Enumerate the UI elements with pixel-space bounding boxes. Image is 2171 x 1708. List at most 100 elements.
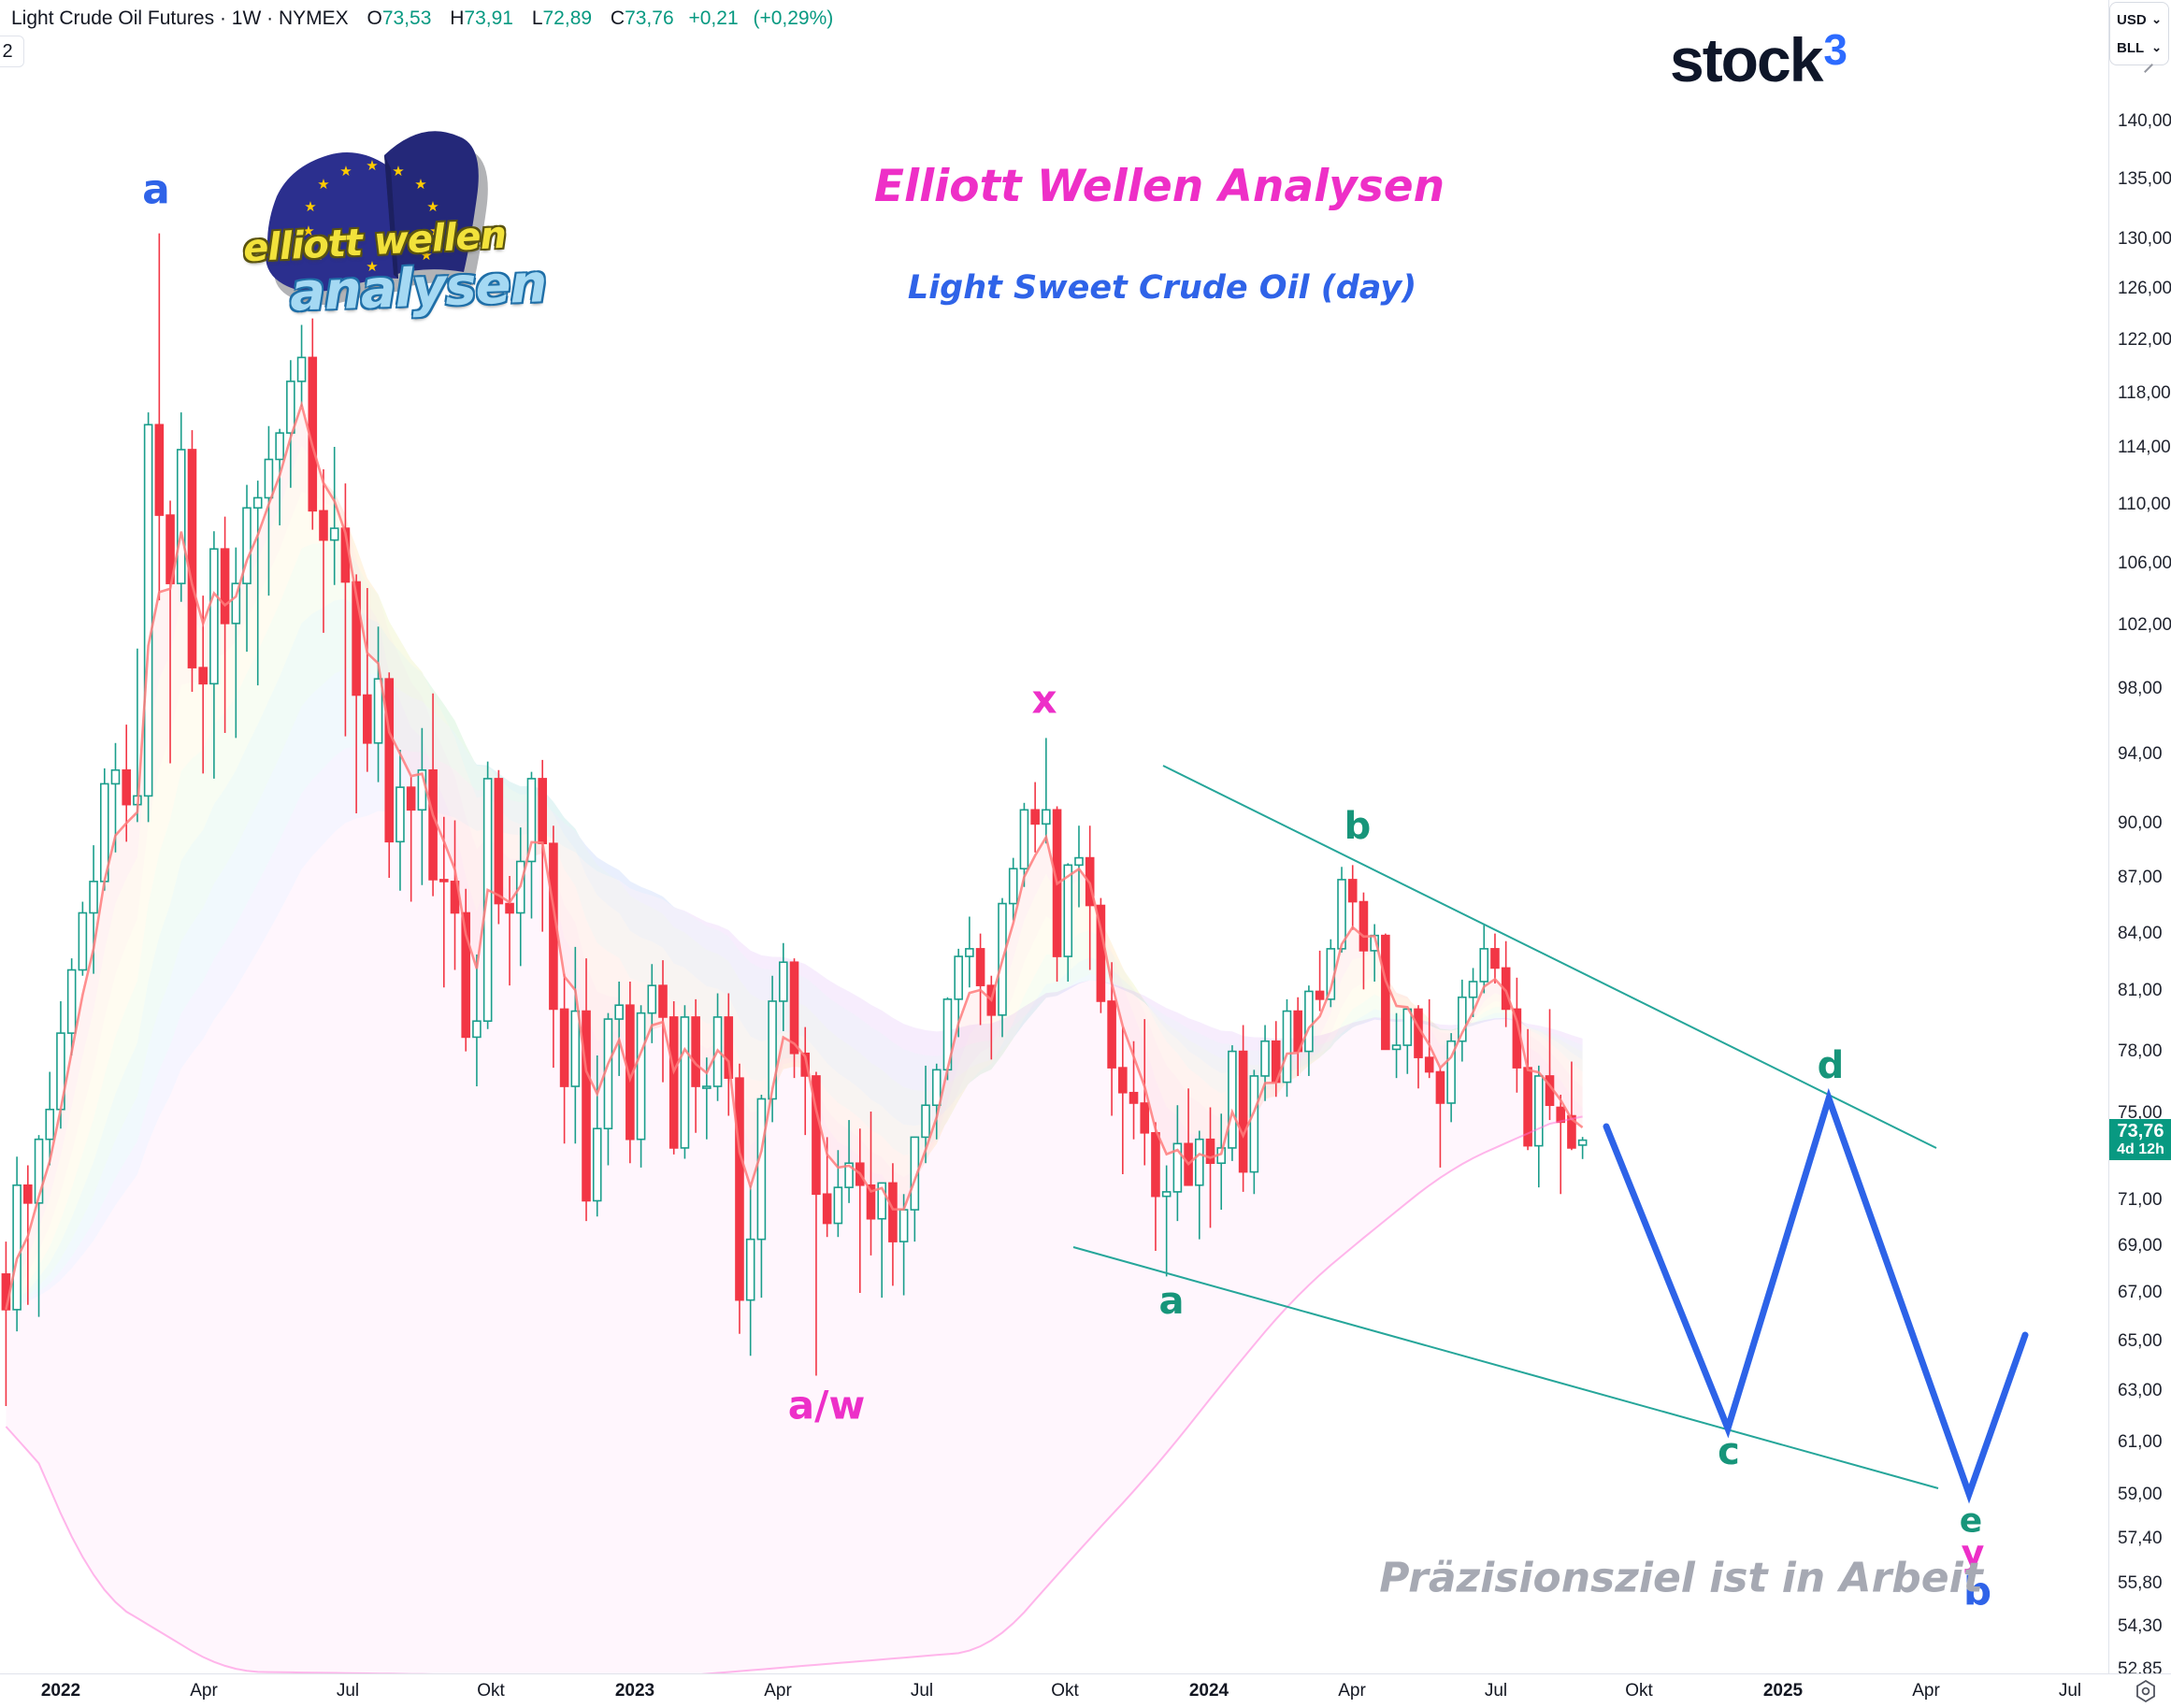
change-value: +0,21	[688, 7, 739, 29]
svg-text:★: ★	[420, 247, 432, 264]
projection-zigzag	[1603, 1087, 2029, 1504]
price-tick: 135,00	[2118, 169, 2171, 190]
svg-text:★: ★	[302, 222, 314, 239]
gear-icon[interactable]	[2134, 1679, 2158, 1703]
chevron-down-icon: ⌄	[2151, 40, 2162, 54]
close-key: C	[610, 7, 625, 29]
wave-label-a[interactable]: a	[142, 165, 170, 214]
legend-separator-2: ·	[266, 7, 279, 29]
price-tick: 90,00	[2118, 813, 2163, 834]
price-tick: 94,00	[2118, 744, 2163, 765]
indicator-count-badge[interactable]: 2	[0, 36, 24, 67]
price-tick: 71,00	[2118, 1190, 2163, 1211]
time-tick-month: Apr	[1338, 1681, 1366, 1701]
price-axis[interactable]: 140,00 135,00 130,00 126,00 122,00 118,00 114,…	[2108, 0, 2171, 1679]
time-tick-month: Apr	[1912, 1681, 1940, 1701]
wave-label-e[interactable]: e	[1959, 1501, 1983, 1541]
wave-label-b[interactable]: b	[1963, 1568, 1992, 1615]
price-tick: 78,00	[2118, 1041, 2163, 1061]
open-value: 73,53	[381, 7, 432, 29]
price-tick: 61,00	[2118, 1431, 2163, 1452]
svg-text:★: ★	[304, 198, 316, 215]
svg-text:★: ★	[366, 157, 378, 174]
price-tick: 75,00	[2118, 1103, 2163, 1124]
low-value: 72,89	[542, 7, 593, 29]
symbol-name[interactable]: Light Crude Oil Futures	[11, 7, 215, 29]
legend-separator-1: ·	[219, 7, 232, 29]
currency-select[interactable]: USD ⌄	[2110, 6, 2168, 34]
price-tick: 87,00	[2118, 867, 2163, 887]
symbol-legend[interactable]: Light Crude Oil Futures · 1W · NYMEX O73…	[11, 7, 833, 30]
open-key: O	[367, 7, 382, 29]
exchange-label: NYMEX	[278, 7, 349, 29]
svg-text:★: ★	[426, 198, 439, 215]
last-price-value: 73,76	[2117, 1120, 2164, 1141]
price-tick: 118,00	[2118, 382, 2171, 403]
price-tick: 63,00	[2118, 1380, 2163, 1400]
time-tick-month: Okt	[1625, 1681, 1653, 1701]
time-axis[interactable]: 2022 Apr Jul Okt 2023 Apr Jul Okt 2024 Apr Jul Okt 2…	[0, 1673, 2171, 1708]
price-tick: 59,00	[2118, 1485, 2163, 1505]
time-tick-year: 2025	[1762, 1681, 1804, 1701]
svg-text:★: ★	[392, 163, 404, 179]
price-tick: 67,00	[2118, 1283, 2163, 1303]
price-tick: 65,00	[2118, 1330, 2163, 1351]
ewa-logo-image: ★ ★ ★ ★ ★ ★ ★ ★ ★ ★ ★ ★ elliott wellen analysen	[241, 84, 547, 325]
svg-text:★: ★	[366, 258, 378, 275]
analysis-title: Elliott Wellen Analysen	[873, 161, 1445, 212]
wave-label-y[interactable]: y	[1961, 1532, 1985, 1573]
time-tick-month: Jul	[1484, 1681, 1508, 1701]
price-tick: 140,00	[2118, 111, 2171, 132]
low-key: L	[531, 7, 543, 29]
stock3-logo: stock3	[1670, 24, 1848, 95]
high-key: H	[450, 7, 465, 29]
stock3-logo-sup: 3	[1823, 25, 1848, 74]
price-tick: 106,00	[2118, 553, 2171, 574]
interval-label[interactable]: 1W	[231, 7, 262, 29]
time-tick-month: Apr	[190, 1681, 218, 1701]
high-value: 73,91	[464, 7, 513, 29]
svg-text:★: ★	[339, 163, 352, 179]
time-tick-year: 2024	[1188, 1681, 1229, 1701]
time-tick-month: Okt	[1051, 1681, 1079, 1701]
price-tick: 110,00	[2118, 495, 2171, 515]
change-percent: (+0,29%)	[753, 7, 834, 29]
price-tick: 126,00	[2118, 279, 2171, 299]
unit-select[interactable]: BLL ⌄	[2110, 34, 2168, 62]
price-tick: 122,00	[2118, 330, 2171, 351]
time-tick-month: Apr	[764, 1681, 792, 1701]
channel-trendline	[1162, 765, 1937, 1149]
time-tick-month: Jul	[2058, 1681, 2082, 1701]
time-tick-month: Jul	[910, 1681, 934, 1701]
time-tick-month: Jul	[336, 1681, 360, 1701]
time-tick-month: Okt	[477, 1681, 505, 1701]
time-tick-year: 2023	[614, 1681, 655, 1701]
price-tick: 54,30	[2118, 1616, 2163, 1637]
wave-label-x[interactable]: x	[1031, 676, 1057, 723]
time-tick-year: 2022	[40, 1681, 81, 1701]
price-tick: 55,80	[2118, 1572, 2163, 1593]
price-tick: 98,00	[2118, 678, 2163, 698]
stock3-logo-text: stock	[1670, 25, 1823, 94]
price-tick: 114,00	[2118, 438, 2171, 458]
last-price-badge: 73,76 4d 12h	[2109, 1118, 2171, 1160]
price-tick: 69,00	[2118, 1236, 2163, 1256]
quote-settings-panel: USD ⌄ BLL ⌄	[2109, 2, 2169, 65]
wave-label-a[interactable]: a	[1158, 1280, 1185, 1323]
price-tick: 57,40	[2118, 1528, 2163, 1548]
wave-label-c[interactable]: c	[1718, 1430, 1740, 1473]
chevron-down-icon: ⌄	[2151, 12, 2162, 26]
wave-label-a-w[interactable]: a/w	[787, 1382, 866, 1428]
svg-text:★: ★	[311, 247, 323, 264]
eu-flag-graphic: ★ ★★ ★★★ ★★★ ★★★	[266, 131, 488, 306]
bar-countdown: 4d 12h	[2117, 1141, 2164, 1157]
svg-text:★: ★	[317, 176, 329, 193]
ewa-logo-line2: analysen	[288, 253, 548, 323]
analysis-subtitle: Light Sweet Crude Oil (day)	[907, 269, 1417, 307]
price-tick: 84,00	[2118, 923, 2163, 943]
currency-value: USD	[2117, 11, 2147, 28]
wave-label-d[interactable]: d	[1817, 1044, 1845, 1087]
wave-label-b[interactable]: b	[1344, 805, 1372, 848]
price-tick: 102,00	[2118, 614, 2171, 635]
